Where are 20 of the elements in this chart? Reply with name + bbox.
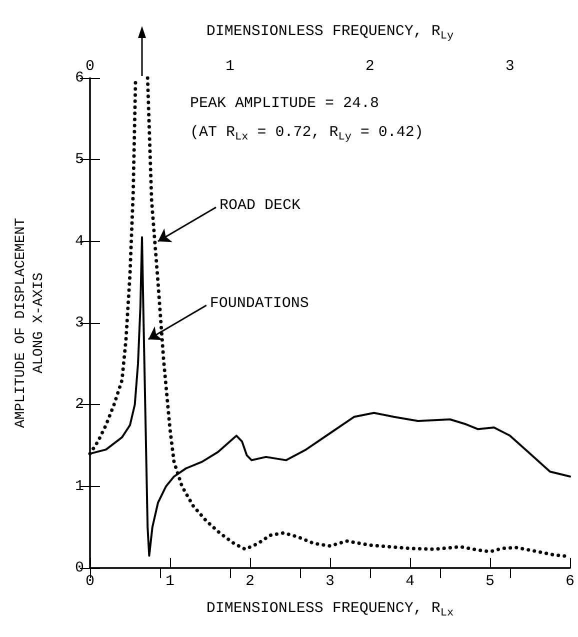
y-tick-label: 1: [74, 478, 84, 495]
y-tick-label: 6: [74, 70, 84, 86]
y-tick-label: 0: [74, 560, 84, 576]
x2-tick-label: 2: [365, 58, 374, 75]
annotation: FOUNDATIONS: [210, 294, 309, 312]
x-tick-label: 3: [325, 573, 335, 590]
x-tick-label: 0: [85, 573, 95, 590]
x2-tick-label: 1: [225, 58, 234, 75]
x-tick-label: 4: [405, 573, 415, 590]
y-tick-label: 2: [74, 396, 84, 414]
x2-tick-label: 3: [505, 58, 514, 75]
x-tick-label: 6: [565, 573, 575, 590]
x2-tick-label: 0: [85, 58, 95, 75]
annotation: ROAD DECK: [219, 196, 300, 214]
y-axis-title: AMPLITUDE OF DISPLACEMENT ALONG X-AXIS: [13, 218, 47, 428]
x-tick-label: 1: [165, 573, 175, 590]
annotation: PEAK AMPLITUDE = 24.8: [190, 95, 380, 112]
x-tick-label: 5: [485, 573, 495, 590]
y-tick-label: 5: [74, 151, 84, 168]
x-tick-label: 2: [245, 573, 255, 590]
